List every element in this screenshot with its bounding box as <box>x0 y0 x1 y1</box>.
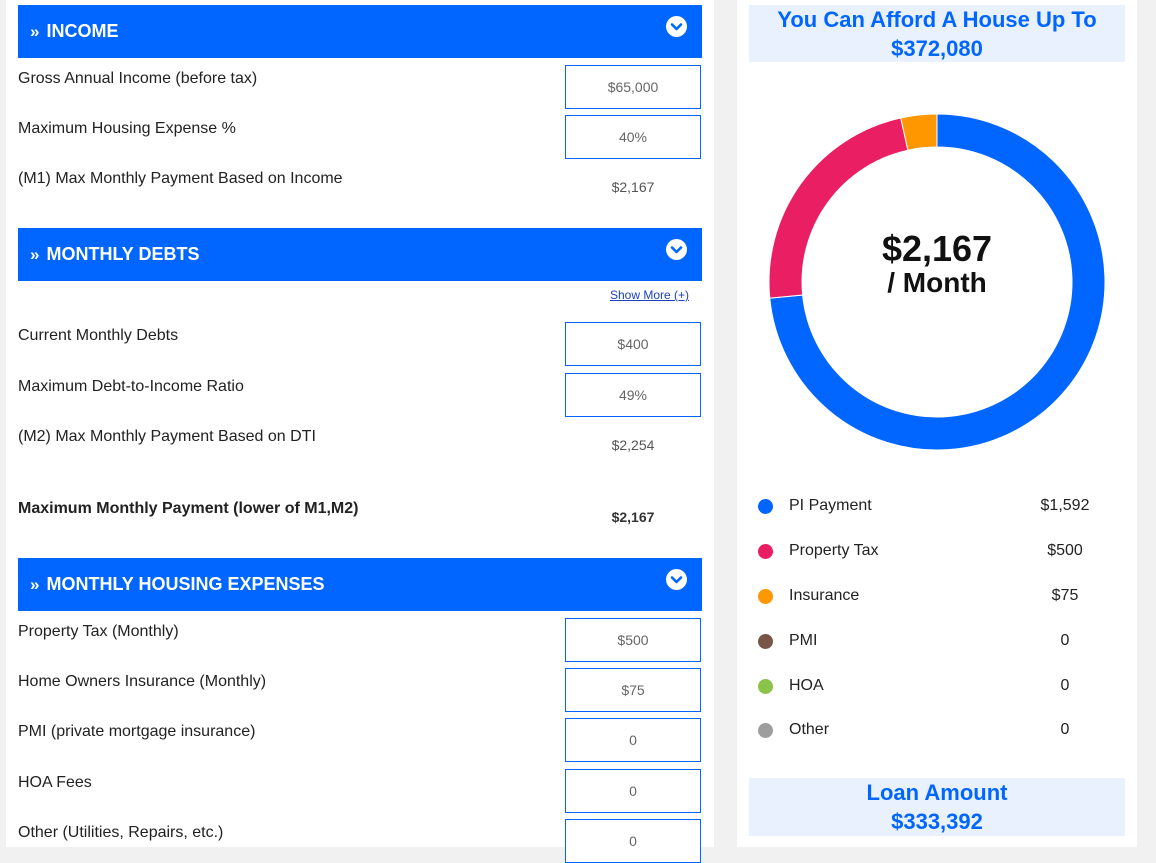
gross-income-label: Gross Annual Income (before tax) <box>18 70 258 87</box>
legend-dot-icon <box>758 589 773 604</box>
max-housing-expense-label: Maximum Housing Expense % <box>18 120 236 137</box>
double-chevron-icon: » <box>30 244 40 264</box>
legend-label: Other <box>789 721 830 738</box>
legend-label: HOA <box>789 677 824 694</box>
legend-label: Insurance <box>789 587 860 604</box>
m1-value: $2,167 <box>611 179 655 195</box>
legend-value: $500 <box>1047 542 1083 559</box>
max-payment-value: $2,167 <box>611 509 655 525</box>
income-section-header[interactable]: » INCOME <box>18 5 702 58</box>
legend-value: 0 <box>1060 677 1070 694</box>
insurance-label: Home Owners Insurance (Monthly) <box>18 673 267 690</box>
legend-dot-icon <box>758 544 773 559</box>
loan-summary: Loan Amount $333,392 <box>749 778 1125 836</box>
m1-label: (M1) Max Monthly Payment Based on Income <box>18 170 343 187</box>
m2-label: (M2) Max Monthly Payment Based on DTI <box>18 428 316 445</box>
dti-label: Maximum Debt-to-Income Ratio <box>18 378 244 395</box>
debts-section-header[interactable]: » MONTHLY DEBTS <box>18 228 702 281</box>
pmi-input[interactable] <box>565 718 701 762</box>
property-tax-input[interactable] <box>565 618 701 662</box>
other-expenses-label: Other (Utilities, Repairs, etc.) <box>18 824 224 841</box>
chevron-down-icon[interactable] <box>666 239 687 260</box>
legend-label: PMI <box>789 632 818 649</box>
legend-dot-icon <box>758 723 773 738</box>
income-header-title: INCOME <box>46 21 119 41</box>
show-more-link[interactable]: Show More (+) <box>610 288 690 302</box>
legend-value: $75 <box>1051 587 1079 604</box>
hoa-input[interactable] <box>565 769 701 813</box>
monthly-period-label: / Month <box>887 267 987 298</box>
loan-amount: $333,392 <box>891 809 983 834</box>
legend-value: $1,592 <box>1040 497 1090 514</box>
other-expenses-input[interactable] <box>565 819 701 863</box>
gross-income-input[interactable] <box>565 65 701 109</box>
legend-dot-icon <box>758 499 773 514</box>
legend-value: 0 <box>1060 721 1070 738</box>
afford-title: You Can Afford A House Up To <box>777 7 1097 32</box>
calculator-form: » INCOME Gross Annual Income (before tax… <box>6 0 714 863</box>
legend-dot-icon <box>758 679 773 694</box>
property-tax-label: Property Tax (Monthly) <box>18 623 179 640</box>
housing-section-header[interactable]: » MONTHLY HOUSING EXPENSES <box>18 558 702 611</box>
double-chevron-icon: » <box>30 574 40 594</box>
m2-value: $2,254 <box>611 437 655 453</box>
monthly-payment-amount: $2,167 <box>881 228 993 269</box>
afford-summary: You Can Afford A House Up To $372,080 <box>749 5 1125 62</box>
donut-center-label: $2,167 / Month <box>769 230 1105 298</box>
insurance-input[interactable] <box>565 668 701 712</box>
donut-svg <box>768 113 1106 451</box>
hoa-label: HOA Fees <box>18 774 92 791</box>
legend-dot-icon <box>758 634 773 649</box>
chevron-down-icon[interactable] <box>666 16 687 37</box>
legend-item: PI Payment $1,592 <box>758 495 1089 519</box>
legend-item: Insurance $75 <box>758 585 1078 609</box>
double-chevron-icon: » <box>30 21 40 41</box>
current-debts-input[interactable] <box>565 322 701 366</box>
results-panel: You Can Afford A House Up To $372,080 $2… <box>737 0 1137 847</box>
donut-slice-insurance <box>900 113 938 151</box>
legend-value: 0 <box>1060 632 1070 649</box>
debts-header-title: MONTHLY DEBTS <box>46 244 200 264</box>
legend-label: PI Payment <box>789 497 872 514</box>
max-housing-expense-input[interactable] <box>565 115 701 159</box>
chevron-down-icon[interactable] <box>666 569 687 590</box>
legend-label: Property Tax <box>789 542 879 559</box>
loan-title: Loan Amount <box>866 780 1008 805</box>
donut-slice-pi-payment <box>769 113 1106 451</box>
payment-donut-chart: $2,167 / Month <box>768 113 1106 451</box>
legend-item: PMI 0 <box>758 630 1078 654</box>
current-debts-label: Current Monthly Debts <box>18 327 179 344</box>
dti-input[interactable] <box>565 373 701 417</box>
legend-item: Other 0 <box>758 719 1078 743</box>
legend-item: Property Tax $500 <box>758 540 1083 564</box>
legend-item: HOA 0 <box>758 675 1078 699</box>
housing-header-title: MONTHLY HOUSING EXPENSES <box>46 574 325 594</box>
max-payment-label: Maximum Monthly Payment (lower of M1,M2) <box>18 500 359 517</box>
afford-amount: $372,080 <box>891 36 983 61</box>
pmi-label: PMI (private mortgage insurance) <box>18 723 256 740</box>
